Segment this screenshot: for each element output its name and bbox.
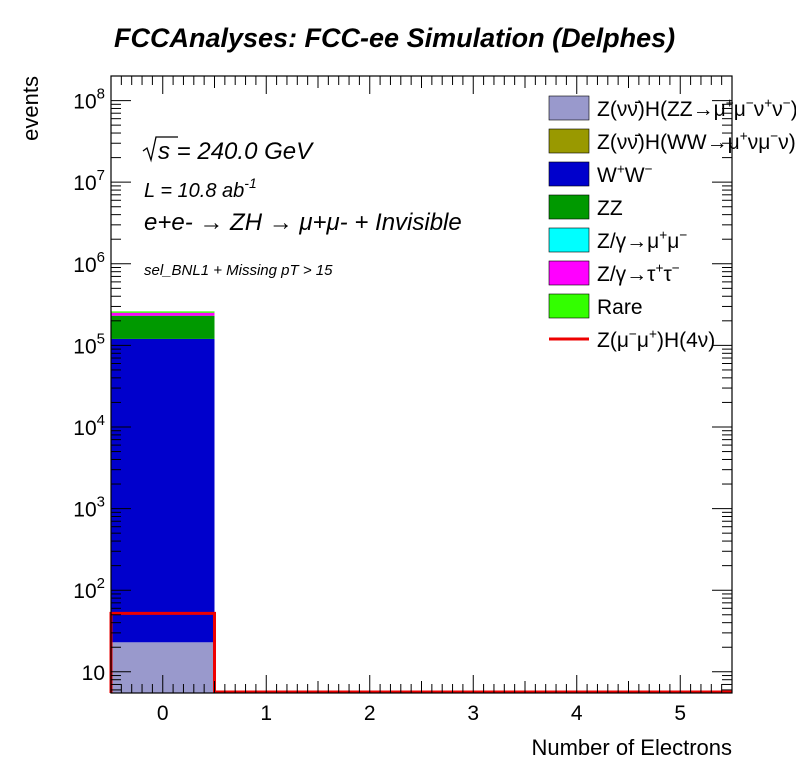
- legend-label: Z(νν̄)H(WW→μ+νμ−ν): [597, 129, 796, 154]
- annotation-lumi: L = 10.8 ab-1: [144, 175, 257, 202]
- x-axis-label: Number of Electrons: [531, 735, 732, 760]
- stacked-bars: [111, 311, 215, 693]
- sqrt-s-text: s = 240.0 GeV: [158, 138, 314, 165]
- x-tick-label: 5: [674, 702, 686, 725]
- chart-title: FCCAnalyses: FCC-ee Simulation (Delphes): [114, 23, 675, 53]
- legend-label: Z/γ→μ+μ−: [597, 228, 687, 253]
- legend-label: Z(νν̄)H(ZZ→μ+μ−ν+ν−): [597, 96, 796, 121]
- legend-label: W+W−: [597, 162, 653, 187]
- sqrt-symbol: [142, 136, 178, 163]
- bar-series-5-bin-0: [111, 312, 215, 316]
- x-tick-label: 1: [260, 702, 272, 725]
- y-tick-labels: 10 102 103 104 105 106 107 108: [73, 86, 105, 685]
- bar-series-6-bin-0: [111, 311, 215, 313]
- lumi-text: L = 10.8 ab: [144, 180, 244, 202]
- y-tick-label: 102: [73, 575, 105, 603]
- x-tick-label: 3: [467, 702, 479, 725]
- x-tick-label: 2: [364, 702, 376, 725]
- y-tick-label: 105: [73, 330, 105, 358]
- y-tick-label: 10: [82, 662, 105, 685]
- legend-swatch: [548, 260, 590, 286]
- y-tick-label: 108: [73, 86, 105, 114]
- y-tick-label: 106: [73, 249, 105, 277]
- y-tick-label: 107: [73, 167, 105, 195]
- annotation-selection: sel_BNL1 + Missing pT > 15: [144, 262, 333, 279]
- bar-series-2-bin-0: [111, 338, 215, 643]
- bar-series-3-bin-0: [111, 315, 215, 339]
- axis-ticks: [110, 75, 733, 693]
- legend-swatch: [548, 194, 590, 220]
- legend-swatch: [548, 128, 590, 154]
- legend-swatch: [548, 293, 590, 319]
- legend-label: ZZ: [597, 197, 623, 220]
- annotation-process: e+e- → ZH → μ+μ- + Invisible: [144, 209, 462, 236]
- legend-label: Rare: [597, 296, 643, 319]
- legend-label: Z(μ−μ+)H(4ν): [597, 327, 715, 352]
- y-axis-label: events: [18, 76, 43, 141]
- lumi-exponent: -1: [244, 175, 256, 191]
- annotation-sqrt-s: s = 240.0 GeV: [142, 136, 314, 165]
- x-tick-label: 0: [157, 702, 169, 725]
- x-tick-labels: 0 1 2 3 4 5: [157, 702, 686, 725]
- legend-swatch: [548, 95, 590, 121]
- y-tick-label: 103: [73, 494, 105, 522]
- legend-swatch: [548, 161, 590, 187]
- legend-swatch: [548, 227, 590, 253]
- legend: Z(νν̄)H(ZZ→μ+μ−ν+ν−) Z(νν̄)H(WW→μ+νμ−ν) W+…: [548, 95, 796, 352]
- y-tick-label: 104: [73, 412, 105, 440]
- legend-label: Z/γ→τ+τ−: [597, 261, 680, 286]
- x-tick-label: 4: [571, 702, 583, 725]
